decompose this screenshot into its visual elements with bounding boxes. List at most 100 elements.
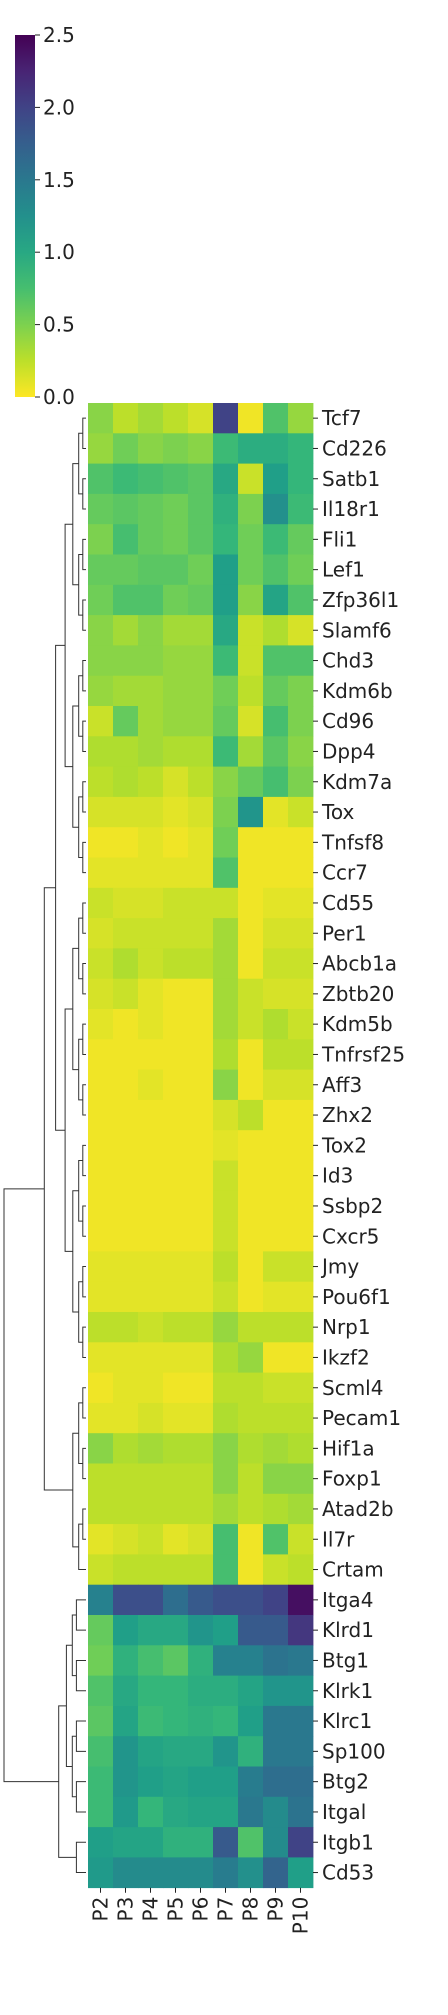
heatmap-cell (213, 857, 239, 889)
heatmap-cell (263, 1766, 289, 1798)
heatmap-cell (238, 675, 264, 707)
heatmap-cell (138, 1584, 164, 1616)
heatmap-cell (263, 1554, 289, 1586)
dendrogram-link (82, 781, 86, 813)
heatmap-cell (188, 1524, 214, 1555)
heatmap-cell (288, 766, 314, 798)
heatmap-cell (238, 1312, 264, 1343)
heatmap-cell (138, 1251, 164, 1283)
row-labels: Tcf7 Cd226 Satb1 Il18r1 Fli1 Lef1 Zfp36l1 Slamf… (313, 406, 405, 1885)
heatmap-cell (238, 1099, 264, 1131)
heatmap-cell (238, 1251, 264, 1283)
heatmap-cell (163, 1493, 189, 1525)
heatmap-cell (88, 857, 114, 889)
heatmap-cell (263, 1827, 289, 1858)
heatmap-cell (163, 1190, 189, 1222)
heatmap-cell (288, 1190, 314, 1222)
heatmap-cell (163, 887, 189, 919)
heatmap-cell (238, 554, 264, 586)
heatmap-cell (138, 1312, 164, 1343)
heatmap-cell (288, 1705, 314, 1737)
heatmap-cell (263, 524, 289, 555)
heatmap-cell (163, 1705, 189, 1737)
heatmap-cell (163, 403, 189, 434)
heatmap-cell (238, 706, 264, 737)
heatmap-cell (113, 1827, 139, 1858)
heatmap-cell (238, 1796, 264, 1828)
row-label: Cd53 (322, 1861, 374, 1885)
heatmap-cell (288, 1039, 314, 1070)
heatmap-cell (288, 1372, 314, 1404)
heatmap-cell (263, 1645, 289, 1676)
heatmap-cell (188, 887, 214, 919)
heatmap-cell (163, 1524, 189, 1555)
row-label: Fli1 (322, 527, 357, 551)
row-label: Itgb1 (322, 1830, 374, 1854)
heatmap-cell (213, 1402, 239, 1434)
dendrogram-link (82, 1387, 86, 1419)
heatmap-cell (213, 1221, 239, 1252)
heatmap-cell (288, 584, 314, 616)
heatmap-cell (213, 1009, 239, 1040)
heatmap-cell (238, 1827, 264, 1858)
heatmap-cell (163, 857, 189, 889)
heatmap-cell (138, 1827, 164, 1858)
heatmap-cell (238, 1645, 264, 1676)
heatmap-cell (88, 978, 114, 1010)
heatmap-cell (113, 584, 139, 616)
heatmap-cell (188, 1554, 214, 1586)
heatmap-cell (188, 948, 214, 980)
row-label: Btg2 (322, 1770, 369, 1794)
heatmap-cell (138, 736, 164, 767)
heatmap-cell (288, 1524, 314, 1555)
colorbar-tick-label: 1.0 (43, 240, 75, 264)
heatmap-cell (213, 1675, 239, 1707)
dendrogram-link (82, 963, 86, 995)
heatmap-cell (138, 675, 164, 707)
heatmap-cell (213, 463, 239, 495)
heatmap-cell (138, 1766, 164, 1798)
dendrogram-link (82, 1144, 86, 1177)
row-label: Atad2b (322, 1497, 394, 1521)
heatmap-cell (113, 978, 139, 1010)
heatmap-cell (188, 1736, 214, 1767)
heatmap-cell (263, 675, 289, 707)
heatmap-cell (288, 1433, 314, 1464)
heatmap-cell (113, 1675, 139, 1707)
row-label: Klrd1 (322, 1618, 374, 1642)
heatmap-cell (213, 948, 239, 980)
heatmap-cell (188, 1766, 214, 1798)
heatmap-cell (263, 1281, 289, 1313)
heatmap-cell (263, 1009, 289, 1040)
heatmap-cell (113, 918, 139, 949)
heatmap-cell (138, 887, 164, 919)
heatmap-cell (263, 796, 289, 828)
heatmap-cell (238, 493, 264, 525)
heatmap-cell (288, 1493, 314, 1525)
column-label: P9 (264, 1897, 288, 1922)
heatmap-cell (263, 857, 289, 889)
heatmap-cell (188, 1039, 214, 1070)
heatmap-cell (288, 675, 314, 707)
heatmap-cell (188, 978, 214, 1010)
heatmap-cell (263, 978, 289, 1010)
heatmap-cell (113, 1221, 139, 1252)
dendrogram-link (72, 463, 79, 586)
heatmap-cell (263, 1099, 289, 1131)
heatmap-cell (288, 1342, 314, 1373)
heatmap-cell (188, 1827, 214, 1858)
heatmap-cell (213, 1615, 239, 1646)
heatmap-cell (213, 433, 239, 464)
heatmap-cell (163, 1009, 189, 1040)
heatmap-cell (188, 1312, 214, 1343)
heatmap-cell (263, 1433, 289, 1464)
heatmap-cell (88, 1221, 114, 1252)
heatmap-cell (88, 1493, 114, 1525)
colorbar-tick-label: 2.0 (43, 95, 75, 119)
heatmap-cell (213, 1190, 239, 1222)
heatmap-cell (288, 827, 314, 858)
heatmap-cell (188, 433, 214, 464)
heatmap-cell (238, 524, 264, 555)
heatmap-cell (213, 493, 239, 525)
heatmap-cell (88, 463, 114, 495)
